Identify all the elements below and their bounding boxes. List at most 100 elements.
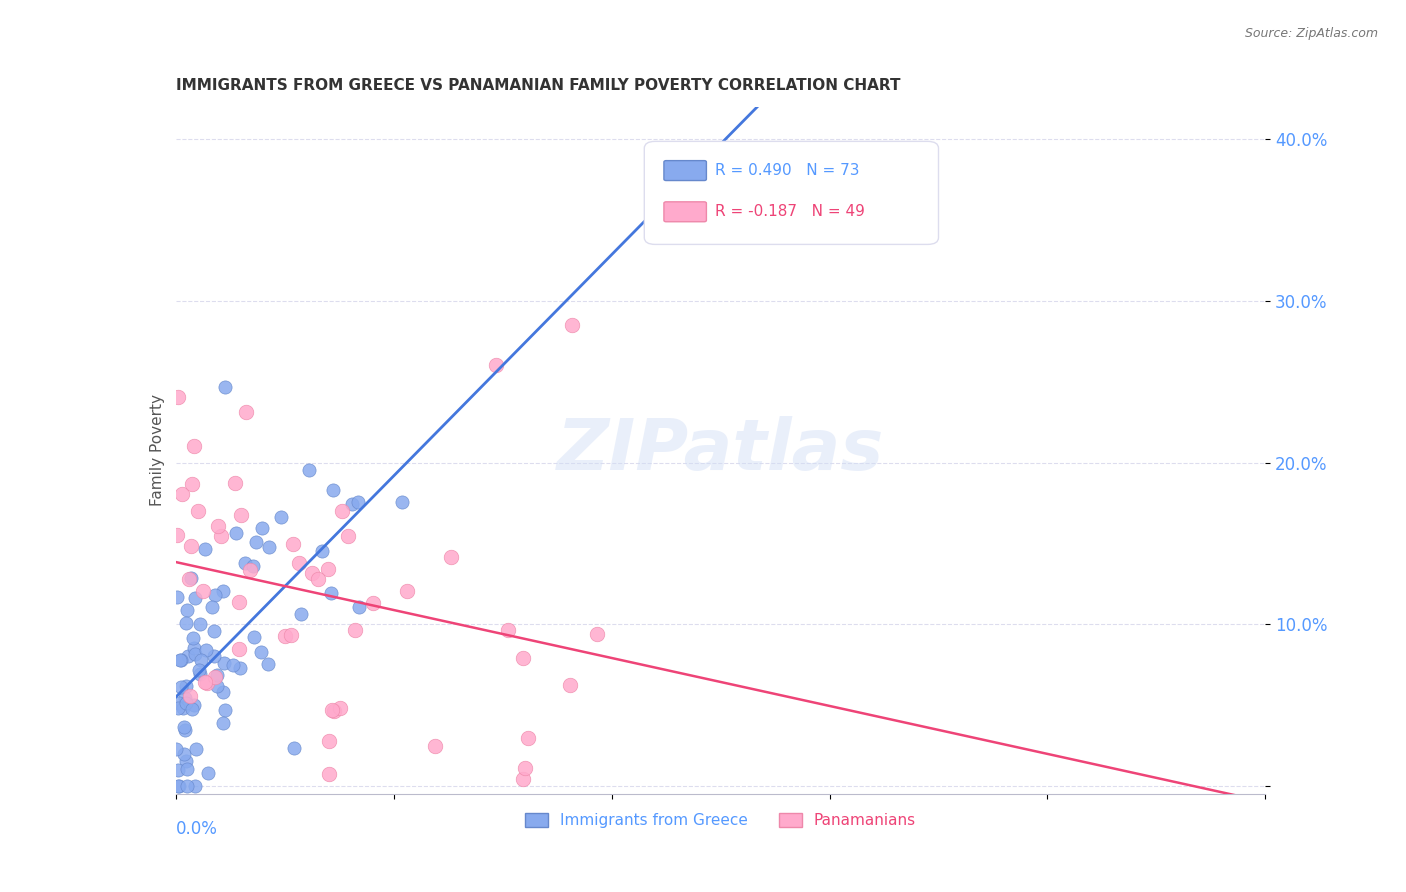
- Point: [290, 607, 312, 621]
- Point: [239, 563, 262, 577]
- Point: [318, 734, 340, 748]
- Point: [516, 731, 538, 746]
- Point: [173, 723, 195, 738]
- Point: [188, 667, 211, 681]
- Point: [181, 702, 204, 716]
- Point: [176, 602, 198, 616]
- Point: [176, 762, 198, 776]
- Point: [173, 747, 195, 761]
- Point: [211, 684, 233, 698]
- Point: [176, 779, 198, 793]
- Point: [321, 586, 343, 600]
- Point: [177, 648, 200, 663]
- Point: [169, 652, 191, 666]
- Legend: Immigrants from Greece, Panamanians: Immigrants from Greece, Panamanians: [519, 807, 922, 834]
- Point: [512, 650, 534, 665]
- Point: [204, 670, 226, 684]
- Point: [243, 630, 266, 644]
- Point: [301, 566, 323, 580]
- Point: [195, 675, 218, 690]
- Point: [340, 497, 363, 511]
- Point: [179, 572, 201, 586]
- Point: [245, 534, 267, 549]
- Y-axis label: Family Poverty: Family Poverty: [149, 394, 165, 507]
- Point: [498, 623, 520, 637]
- Point: [176, 679, 198, 693]
- Point: [183, 641, 205, 656]
- Point: [200, 600, 222, 615]
- Point: [343, 624, 366, 638]
- Point: [274, 629, 297, 643]
- Point: [257, 540, 280, 554]
- Point: [513, 761, 536, 775]
- Point: [170, 653, 193, 667]
- Point: [560, 678, 582, 692]
- Point: [194, 541, 217, 556]
- Point: [181, 631, 204, 645]
- Point: [288, 557, 311, 571]
- Point: [242, 558, 264, 573]
- Point: [347, 495, 370, 509]
- Point: [184, 779, 207, 793]
- Point: [228, 595, 250, 609]
- Point: [183, 698, 205, 712]
- Point: [311, 543, 333, 558]
- FancyBboxPatch shape: [664, 161, 706, 180]
- Point: [391, 494, 413, 508]
- Point: [202, 649, 225, 664]
- Point: [235, 405, 257, 419]
- Point: [347, 599, 370, 614]
- Point: [173, 690, 195, 705]
- Point: [231, 508, 253, 522]
- Point: [180, 570, 202, 584]
- Point: [212, 656, 235, 670]
- Point: [250, 521, 273, 535]
- Point: [257, 657, 280, 671]
- Text: R = -0.187   N = 49: R = -0.187 N = 49: [716, 204, 865, 219]
- Point: [214, 380, 236, 394]
- Point: [183, 591, 205, 605]
- Point: [174, 754, 197, 768]
- Point: [512, 772, 534, 786]
- Point: [440, 549, 463, 564]
- Point: [249, 644, 271, 658]
- Point: [229, 660, 252, 674]
- Point: [167, 779, 190, 793]
- Point: [172, 700, 194, 714]
- Point: [561, 318, 583, 333]
- Point: [173, 720, 195, 734]
- Point: [233, 556, 256, 570]
- Point: [186, 742, 208, 756]
- Text: 0.0%: 0.0%: [176, 820, 218, 838]
- Point: [283, 741, 305, 756]
- Point: [174, 616, 197, 631]
- Point: [181, 476, 204, 491]
- Point: [318, 767, 340, 781]
- Point: [169, 680, 191, 694]
- Point: [172, 487, 194, 501]
- Point: [167, 779, 190, 793]
- Point: [221, 657, 243, 672]
- Point: [337, 529, 360, 543]
- Point: [166, 528, 188, 542]
- Point: [298, 463, 321, 477]
- Point: [195, 643, 218, 657]
- Point: [183, 439, 205, 453]
- Point: [329, 701, 352, 715]
- Point: [191, 584, 214, 599]
- Point: [167, 390, 190, 404]
- Point: [205, 668, 228, 682]
- Point: [204, 588, 226, 602]
- Point: [180, 539, 202, 553]
- Point: [184, 647, 207, 661]
- Point: [187, 663, 209, 677]
- FancyBboxPatch shape: [664, 202, 706, 222]
- Point: [190, 653, 212, 667]
- Point: [205, 679, 228, 693]
- Point: [197, 765, 219, 780]
- Text: Source: ZipAtlas.com: Source: ZipAtlas.com: [1244, 27, 1378, 40]
- Point: [330, 504, 353, 518]
- Point: [169, 696, 191, 710]
- Text: IMMIGRANTS FROM GREECE VS PANAMANIAN FAMILY POVERTY CORRELATION CHART: IMMIGRANTS FROM GREECE VS PANAMANIAN FAM…: [176, 78, 900, 94]
- Text: R = 0.490   N = 73: R = 0.490 N = 73: [716, 162, 859, 178]
